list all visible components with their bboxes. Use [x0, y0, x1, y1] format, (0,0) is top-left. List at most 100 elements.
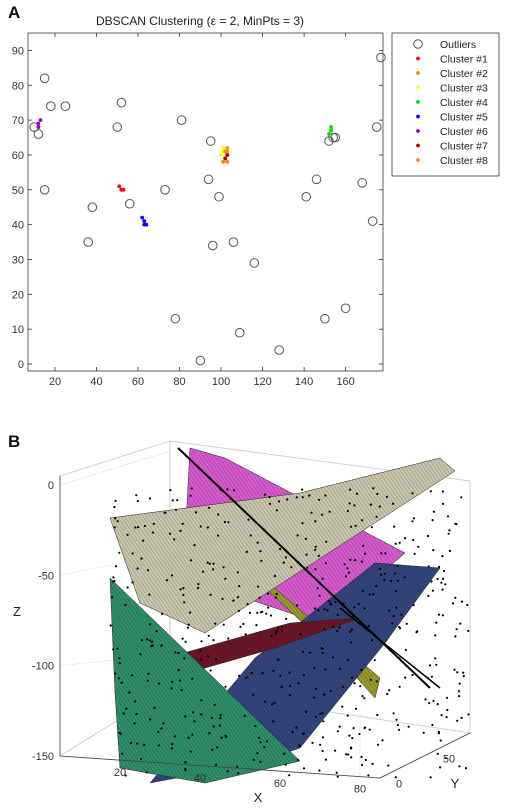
scatter-point — [400, 613, 403, 616]
scatter-point — [257, 585, 260, 588]
scatter-point — [429, 490, 432, 493]
x-tick-label: 60 — [132, 376, 144, 388]
scatter-point — [146, 679, 149, 682]
scatter-point — [393, 525, 396, 528]
scatter-point — [148, 497, 152, 500]
scatter-point — [146, 638, 149, 641]
scatter-point — [224, 734, 227, 737]
outlier-point — [367, 216, 378, 226]
scatter-point — [220, 736, 223, 739]
scatter-point — [447, 532, 450, 535]
scatter-point — [120, 681, 123, 684]
scatter-point — [301, 488, 304, 491]
scatter-point — [122, 712, 125, 715]
scatter-point — [296, 758, 299, 761]
scatter-point — [288, 774, 291, 777]
scatter-point — [284, 556, 287, 559]
scatter-point — [350, 676, 353, 679]
scatter-point — [336, 629, 339, 633]
cluster-point — [144, 222, 149, 227]
scatter-point — [221, 597, 224, 600]
scatter-point — [273, 701, 276, 705]
scatter-point — [252, 758, 255, 761]
cluster-point — [142, 219, 147, 224]
scatter-point — [398, 685, 401, 688]
scatter-point — [212, 725, 215, 728]
outlier-point — [205, 136, 216, 146]
scatter-point — [296, 534, 299, 537]
scatter-point — [453, 668, 456, 671]
scatter-point — [314, 715, 317, 718]
scatter-point — [319, 712, 322, 715]
scatter-point — [237, 609, 240, 612]
x-tick-label: 20 — [49, 376, 61, 388]
scatter-point — [456, 719, 459, 722]
scatter-point — [212, 568, 215, 571]
scatter-point — [359, 685, 362, 688]
scatter-point — [146, 569, 150, 572]
scatter-point — [431, 589, 434, 592]
scatter-point — [256, 611, 259, 614]
scatter-point — [161, 612, 164, 615]
scatter-point — [126, 533, 129, 536]
scatter-point — [360, 668, 363, 671]
scatter-point — [219, 714, 222, 717]
scatter-point — [216, 746, 219, 749]
scatter-point — [441, 577, 445, 580]
scatter-point — [113, 526, 116, 529]
scatter-point — [458, 765, 461, 768]
scatter-point — [222, 623, 225, 626]
scatter-point — [171, 499, 174, 502]
cluster-point — [140, 215, 145, 220]
scatter-point — [268, 502, 272, 505]
scatter-point — [432, 549, 435, 552]
scatter-point — [207, 634, 210, 637]
scatter-point — [448, 529, 451, 532]
scatter-point — [181, 637, 184, 640]
scatter-point — [351, 737, 354, 740]
scatter-point — [459, 622, 462, 625]
cluster-point — [36, 125, 41, 129]
scatter-point — [130, 674, 134, 677]
outlier-point — [320, 313, 330, 324]
scatter-point — [405, 622, 408, 625]
scatter-point — [360, 560, 363, 563]
scatter-point — [173, 538, 176, 541]
scatter-point — [350, 641, 353, 644]
scatter-point — [136, 526, 140, 529]
scatter-point — [181, 522, 184, 525]
black-line-1 — [177, 447, 431, 689]
scatter-point — [180, 689, 183, 692]
cluster-point — [225, 160, 230, 164]
scatter-point — [343, 563, 346, 566]
scatter-point — [314, 520, 317, 523]
scatter-point — [223, 520, 226, 524]
scatter-point — [466, 603, 469, 607]
scatter-point — [313, 696, 316, 699]
scatter-point — [116, 647, 119, 650]
scatter-point — [136, 499, 139, 503]
scatter-point — [134, 700, 137, 703]
scatter-point — [171, 680, 174, 683]
scatter-point — [192, 711, 195, 714]
scatter-point — [460, 716, 463, 719]
scatter-point — [323, 693, 326, 696]
scatter-point — [314, 548, 317, 551]
scatter-point — [304, 537, 307, 540]
scatter-point — [454, 522, 457, 525]
scatter-point — [265, 612, 268, 615]
scatter-point — [431, 723, 434, 726]
scatter-point — [329, 689, 332, 692]
scatter-point — [136, 742, 139, 745]
scatter-point — [378, 505, 381, 508]
scatter-point — [261, 672, 264, 675]
y-tick-label: 10 — [12, 324, 24, 336]
scatter-point — [272, 669, 275, 672]
scatter-point — [113, 505, 116, 509]
chart-a-plot-area — [27, 32, 384, 372]
x-tick-label: 140 — [295, 376, 313, 388]
scatter-point — [193, 720, 196, 723]
y-tick-label: 70 — [12, 115, 24, 127]
legend-box — [391, 32, 500, 177]
scatter-point — [283, 752, 286, 755]
